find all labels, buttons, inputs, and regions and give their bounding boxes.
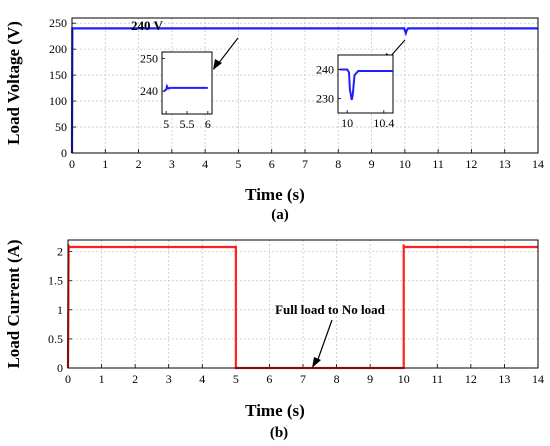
x-tick-label: 13: [498, 372, 510, 386]
x-tick-label: 4: [202, 157, 208, 171]
x-tick-label: 12: [465, 157, 477, 171]
y-tick-label: 0: [61, 146, 67, 160]
voltage-inset-10s: 10 10.4 230 240: [316, 54, 394, 130]
current-panel-caption: (b): [270, 425, 288, 441]
x-tick-label: 7: [300, 372, 306, 386]
inset-x-tick-label: 10: [341, 116, 353, 130]
x-tick-label: 6: [266, 372, 272, 386]
voltage-y-axis-label: Load Voltage (V): [4, 21, 23, 145]
current-annotation-arrow: [316, 319, 333, 363]
inset-x-tick-label: 5.5: [180, 117, 195, 131]
inset-series-line: [163, 83, 208, 92]
inset-x-tick-label: 10.4: [373, 116, 394, 130]
x-tick-label: 14: [532, 157, 544, 171]
x-tick-label: 0: [69, 157, 75, 171]
x-tick-label: 10: [398, 372, 410, 386]
x-tick-label: 8: [335, 157, 341, 171]
x-tick-label: 5: [233, 372, 239, 386]
y-tick-label: 0.5: [48, 332, 63, 346]
inset-y-tick-label: 250: [140, 52, 158, 66]
current-x-axis-label: Time (s): [245, 401, 305, 420]
inset-y-tick-label: 240: [140, 84, 158, 98]
inset-y-tick-label: 230: [316, 92, 334, 106]
x-tick-label: 9: [367, 372, 373, 386]
current-y-axis-label: Load Current (A): [4, 239, 23, 368]
inset-frame: [161, 51, 213, 115]
x-tick-label: 6: [269, 157, 275, 171]
inset-series-line: [339, 68, 393, 101]
x-tick-label: 1: [99, 372, 105, 386]
x-tick-label: 5: [235, 157, 241, 171]
current-annotation-arrowhead: [312, 357, 321, 368]
x-tick-label: 9: [369, 157, 375, 171]
y-tick-label: 1.5: [48, 274, 63, 288]
current-x-ticks: 0 1 2 3 4 5 6 7 8 9 10 11 12 13 14: [65, 364, 544, 386]
voltage-x-ticks: 0 1 2 3 4 5 6 7 8 9 10 11 12 13 14: [69, 149, 544, 171]
y-tick-label: 200: [49, 42, 67, 56]
inset-y-tick-label: 240: [316, 63, 334, 77]
x-tick-label: 0: [65, 372, 71, 386]
current-y-ticks: 0 0.5 1 1.5 2: [48, 245, 72, 375]
x-tick-label: 10: [399, 157, 411, 171]
x-tick-label: 12: [465, 372, 477, 386]
inset-arrow-line: [217, 37, 239, 65]
x-tick-label: 11: [432, 157, 444, 171]
voltage-x-axis-label: Time (s): [245, 185, 305, 204]
x-tick-label: 1: [102, 157, 108, 171]
x-tick-label: 4: [199, 372, 205, 386]
y-tick-label: 250: [49, 16, 67, 30]
voltage-inset-5s: 5 5.5 6 240 250: [140, 51, 213, 131]
y-tick-label: 150: [49, 68, 67, 82]
voltage-grid: [72, 18, 538, 153]
voltage-annotation-240v: 240 V: [131, 18, 164, 33]
x-tick-label: 11: [432, 372, 444, 386]
current-plot-frame: [67, 239, 539, 369]
y-tick-label: 50: [55, 120, 67, 134]
y-tick-label: 1: [57, 303, 63, 317]
inset-x-tick-label: 6: [205, 117, 211, 131]
y-tick-label: 2: [57, 245, 63, 259]
current-annotation-full-to-no-load: Full load to No load: [275, 302, 386, 317]
x-tick-label: 3: [166, 372, 172, 386]
inset-frame: [337, 54, 394, 114]
inset-arrowhead: [213, 59, 222, 70]
x-tick-label: 2: [132, 372, 138, 386]
voltage-y-ticks: 0 50 100 150 200 250: [49, 16, 76, 160]
x-tick-label: 8: [334, 372, 340, 386]
voltage-panel-caption: (a): [271, 207, 289, 223]
inset-x-tick-label: 5: [163, 117, 169, 131]
voltage-series-line: [70, 27, 538, 154]
x-tick-label: 14: [532, 372, 544, 386]
y-tick-label: 100: [49, 94, 67, 108]
x-tick-label: 3: [169, 157, 175, 171]
y-tick-label: 0: [57, 361, 63, 375]
voltage-plot-frame: [71, 17, 539, 154]
x-tick-label: 2: [136, 157, 142, 171]
x-tick-label: 13: [499, 157, 511, 171]
x-tick-label: 7: [302, 157, 308, 171]
current-chart: 0 1 2 3 4 5 6 7 8 9 10 11 12 13 14 00.511.52 Load Curr…: [4, 239, 544, 441]
